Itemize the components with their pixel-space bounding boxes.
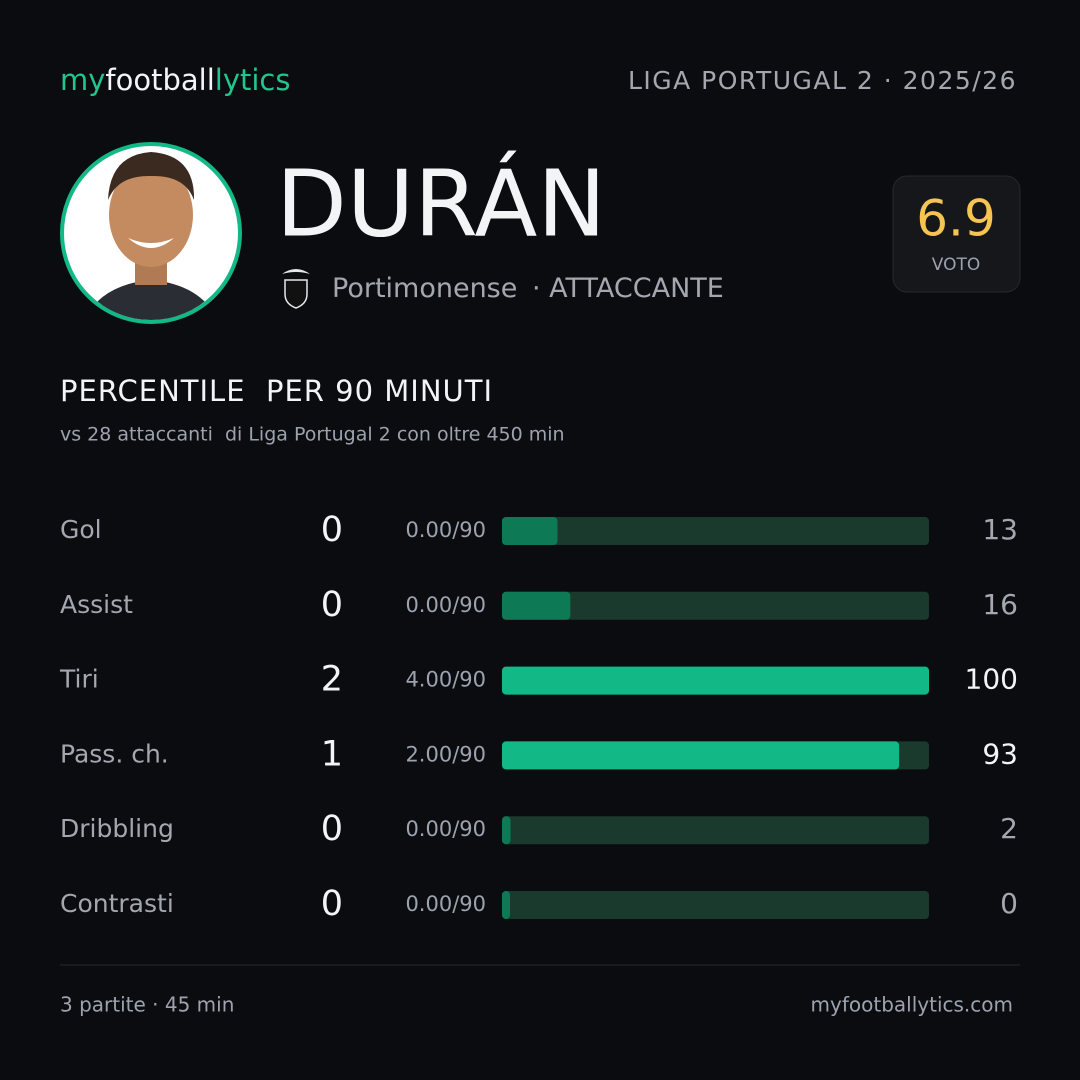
stat-label: Contrasti [60,889,174,918]
per90: 0.00/90 [405,817,486,841]
bar-track [502,591,929,620]
team-line: Portimonense · ATTACCANTE [332,273,724,304]
percentile: 0 [1000,887,1018,920]
stat-label: Assist [60,590,133,619]
section-title: PERCENTILE PER 90 MINUTI [60,374,493,408]
rating-value: 6.9 [916,190,996,248]
per90: 2.00/90 [405,742,486,766]
bar [502,741,900,770]
brand-part: lytics [215,63,291,97]
per90: 0.00/90 [405,892,486,916]
league: LIGA PORTUGAL 2 · 2025/26 [628,66,1017,95]
per90: 4.00/90 [405,668,486,692]
brand-part: my [60,63,105,97]
rating-box [892,175,1021,293]
stat-label: Dribbling [60,814,174,843]
section-subtitle: vs 28 attaccanti di Liga Portugal 2 con … [60,424,565,446]
player-name: DURÁN [276,149,606,257]
percentile: 13 [982,513,1018,546]
bar [502,591,571,620]
per90: 0.00/90 [405,518,486,542]
stat-rows: Gol 0 0.00/90 13 Assist 0 0.00/90 16 Tiri 2 4.00/9… [59,510,1018,924]
bar [502,891,510,919]
percentile: 100 [965,663,1018,696]
footer-left: 3 partite · 45 min [60,993,234,1017]
rating-label: VOTO [932,255,980,275]
percentile: 16 [982,588,1018,621]
bar [502,816,511,845]
brand: myfootballlytics [60,63,290,97]
team-logo [282,269,310,309]
bar-track [502,517,929,545]
stat-total: 0 [321,585,343,625]
per90: 0.00/90 [405,593,486,617]
bar-track [502,891,929,919]
stat-total: 0 [321,510,343,550]
stat-label: Pass. ch. [60,739,169,768]
stat-total: 2 [321,660,343,700]
bar-track [502,816,929,845]
footer-right: myfootballytics.com [811,993,1013,1017]
stat-label: Gol [60,515,102,544]
bar [502,666,929,695]
percentile: 93 [982,737,1018,770]
bar [502,517,558,545]
percentile: 2 [1000,812,1018,845]
brand-part: football [105,63,214,97]
stat-total: 0 [321,884,343,924]
team: Portimonense [332,273,517,304]
avatar [60,142,242,324]
role: · ATTACCANTE [532,273,724,304]
stat-label: Tiri [59,665,99,694]
stat-total: 1 [321,734,343,774]
stat-total: 0 [321,809,343,849]
